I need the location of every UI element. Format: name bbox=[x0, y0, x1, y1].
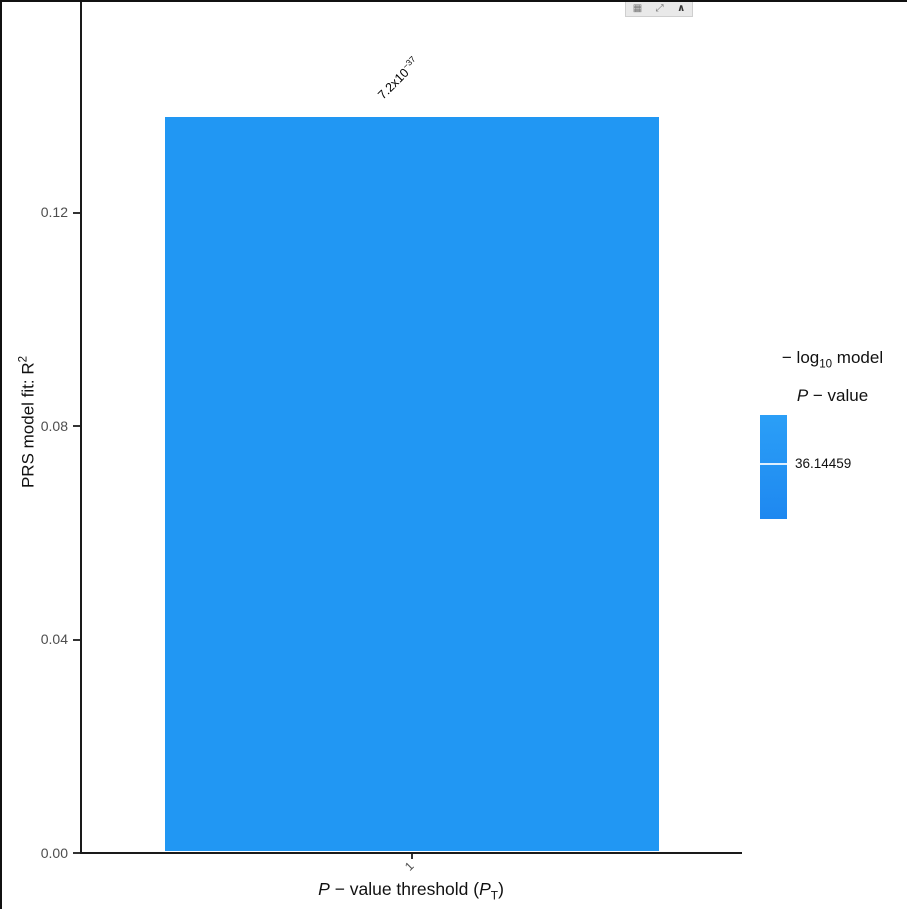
plot-toolbar: ▦ ⤢ ∧ bbox=[625, 2, 693, 17]
y-tick-mark bbox=[73, 852, 80, 854]
y-tick-label: 0.00 bbox=[40, 845, 68, 861]
chevron-up-icon[interactable]: ∧ bbox=[677, 3, 686, 14]
x-axis-title: P − value threshold (PT) bbox=[318, 879, 504, 903]
legend-gradient-bar bbox=[760, 415, 787, 519]
bar-threshold-1 bbox=[165, 117, 659, 851]
legend-title-line2: P − value bbox=[796, 386, 869, 406]
y-axis-title: PRS model fit: R2 bbox=[17, 355, 38, 489]
x-tick-mark bbox=[411, 854, 413, 859]
y-axis-title-superscript: 2 bbox=[17, 355, 30, 363]
x-tick-label: 1 bbox=[401, 859, 417, 874]
y-tick-label: 0.04 bbox=[40, 631, 68, 647]
y-tick-label: 0.08 bbox=[40, 418, 68, 434]
y-tick-mark bbox=[73, 425, 80, 427]
legend-title-line1: − log10 model bbox=[781, 348, 884, 371]
y-axis-line bbox=[80, 2, 82, 853]
y-tick-mark bbox=[73, 639, 80, 641]
grid-icon[interactable]: ▦ bbox=[632, 3, 643, 14]
x-axis-line bbox=[80, 852, 742, 854]
y-tick-mark bbox=[73, 212, 80, 214]
legend-title-subscript: 10 bbox=[819, 358, 833, 371]
legend-tick-mark bbox=[760, 463, 787, 465]
legend-title: − log10 model P − value bbox=[750, 342, 907, 411]
legend-value-label: 36.14459 bbox=[795, 456, 852, 471]
expand-icon[interactable]: ⤢ bbox=[655, 3, 664, 14]
x-axis-title-subscript: T bbox=[490, 888, 499, 903]
bar-pvalue-annotation: 7.2x10−37 bbox=[375, 53, 418, 103]
y-tick-label: 0.12 bbox=[40, 204, 68, 220]
